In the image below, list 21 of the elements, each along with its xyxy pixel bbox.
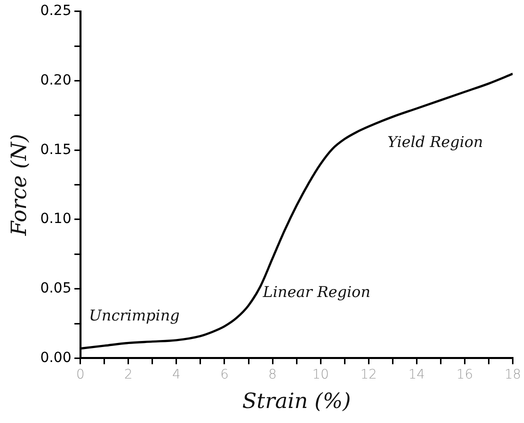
- annotation: Yield Region: [387, 133, 484, 152]
- x-tick-label: 0: [76, 367, 85, 382]
- y-tick-label: 0.05: [40, 280, 72, 296]
- x-tick-label: 16: [456, 367, 473, 382]
- x-tick-label: 18: [504, 367, 521, 382]
- y-axis-title: Force (N): [7, 134, 32, 237]
- x-tick-label: 10: [312, 367, 329, 382]
- x-tick-label: 2: [124, 367, 133, 382]
- y-tick-label: 0.15: [40, 142, 72, 158]
- y-tick-label: 0.25: [40, 3, 72, 20]
- annotation: Linear Region: [262, 282, 370, 301]
- x-axis-title: Strain (%): [242, 388, 351, 413]
- x-tick-label: 6: [220, 367, 229, 382]
- x-tick-label: 12: [360, 367, 377, 382]
- y-tick-label: 0.00: [40, 350, 72, 366]
- x-tick-label: 14: [408, 367, 425, 382]
- x-tick-label: 8: [268, 367, 277, 382]
- y-tick-label: 0.10: [40, 211, 72, 228]
- annotation: Uncrimping: [89, 306, 180, 324]
- x-tick-label: 4: [172, 367, 181, 382]
- y-tick-label: 0.20: [40, 72, 72, 88]
